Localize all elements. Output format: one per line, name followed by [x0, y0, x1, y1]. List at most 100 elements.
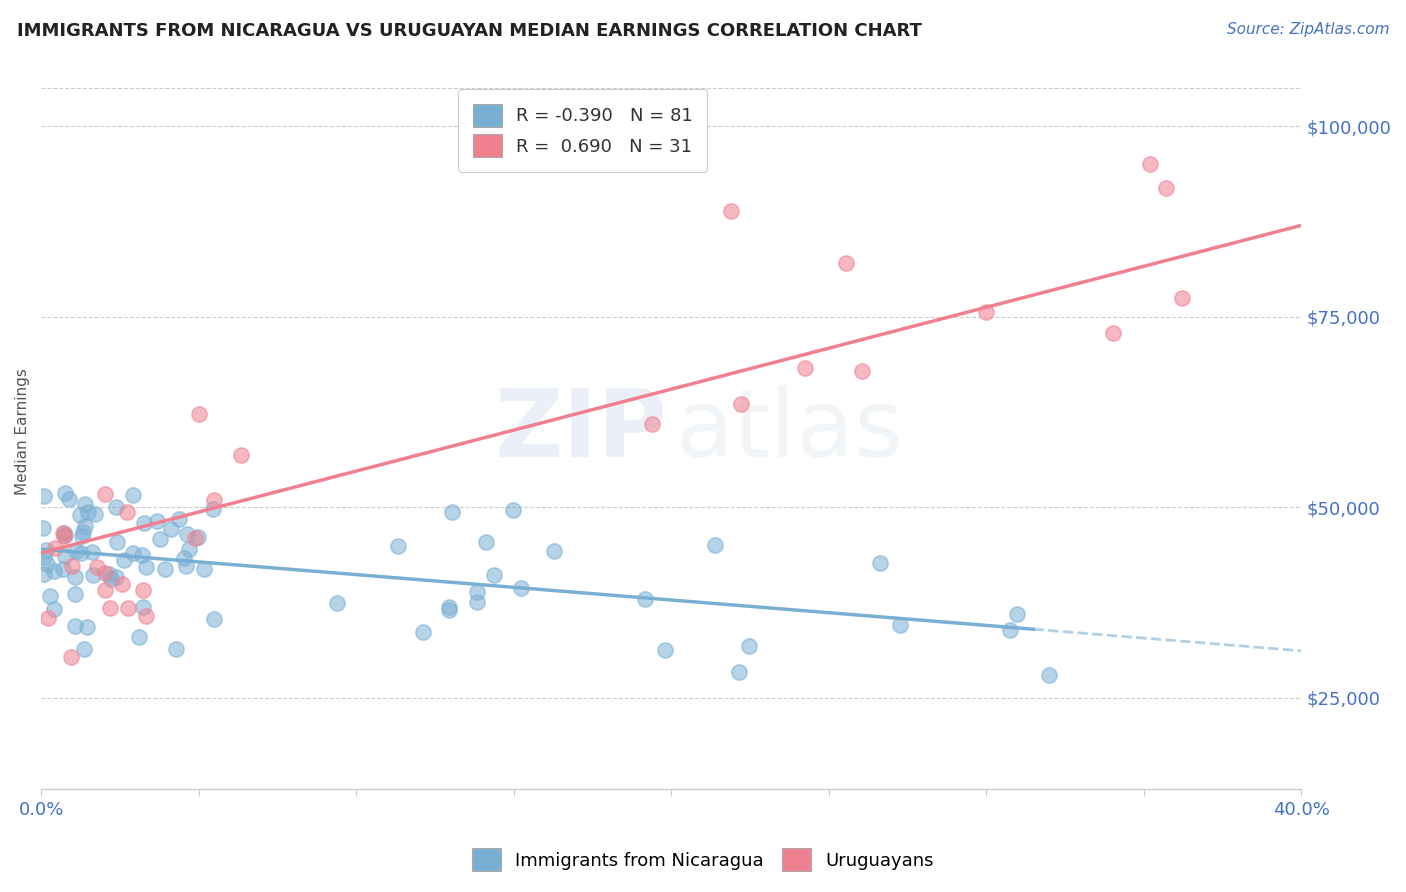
Point	[174, 559, 197, 574]
Point	[869, 556, 891, 570]
Point	[509, 581, 531, 595]
Point	[146, 514, 169, 528]
Point	[704, 538, 727, 552]
Point	[177, 542, 200, 557]
Point	[53, 485, 76, 500]
Point	[135, 608, 157, 623]
Point	[974, 304, 997, 318]
Point	[32, 567, 55, 582]
Point	[94, 486, 117, 500]
Point	[482, 567, 505, 582]
Point	[193, 562, 215, 576]
Point	[467, 595, 489, 609]
Text: IMMIGRANTS FROM NICARAGUA VS URUGUAYAN MEDIAN EARNINGS CORRELATION CHART: IMMIGRANTS FROM NICARAGUA VS URUGUAYAN M…	[17, 22, 922, 40]
Point	[437, 600, 460, 615]
Point	[75, 519, 97, 533]
Y-axis label: Median Earnings: Median Earnings	[15, 368, 30, 494]
Point	[37, 611, 59, 625]
Point	[131, 599, 153, 614]
Point	[1154, 180, 1177, 194]
Point	[889, 617, 911, 632]
Point	[131, 548, 153, 562]
Point	[52, 525, 75, 540]
Point	[32, 550, 55, 565]
Point	[153, 562, 176, 576]
Text: ZIP: ZIP	[495, 385, 668, 477]
Point	[93, 582, 115, 597]
Point	[32, 489, 55, 503]
Point	[1101, 326, 1123, 341]
Point	[202, 502, 225, 516]
Point	[412, 625, 434, 640]
Legend: R = -0.390   N = 81, R =  0.690   N = 31: R = -0.390 N = 81, R = 0.690 N = 31	[458, 89, 707, 171]
Point	[32, 521, 55, 535]
Point	[65, 544, 87, 558]
Point	[62, 559, 84, 574]
Point	[70, 529, 93, 543]
Point	[42, 565, 65, 579]
Point	[53, 528, 76, 542]
Point	[184, 531, 207, 545]
Point	[98, 567, 121, 582]
Point	[441, 505, 464, 519]
Point	[70, 546, 93, 560]
Point	[105, 500, 128, 515]
Point	[105, 570, 128, 584]
Point	[35, 543, 58, 558]
Point	[641, 417, 664, 432]
Point	[543, 544, 565, 558]
Point	[851, 364, 873, 378]
Point	[132, 516, 155, 531]
Point	[65, 619, 87, 633]
Point	[654, 642, 676, 657]
Text: Source: ZipAtlas.com: Source: ZipAtlas.com	[1226, 22, 1389, 37]
Point	[475, 535, 498, 549]
Point	[60, 649, 83, 664]
Point	[1000, 624, 1022, 638]
Point	[730, 397, 752, 411]
Point	[149, 532, 172, 546]
Point	[387, 539, 409, 553]
Point	[53, 525, 76, 540]
Point	[720, 204, 742, 219]
Point	[39, 589, 62, 603]
Point	[159, 522, 181, 536]
Point	[1139, 157, 1161, 171]
Point	[202, 612, 225, 626]
Point	[229, 448, 252, 462]
Point	[52, 562, 75, 576]
Legend: Immigrants from Nicaragua, Uruguayans: Immigrants from Nicaragua, Uruguayans	[465, 841, 941, 879]
Point	[63, 569, 86, 583]
Point	[465, 584, 488, 599]
Point	[439, 602, 461, 616]
Point	[111, 576, 134, 591]
Point	[202, 493, 225, 508]
Point	[176, 527, 198, 541]
Point	[112, 552, 135, 566]
Point	[76, 505, 98, 519]
Point	[502, 503, 524, 517]
Point	[35, 558, 58, 572]
Point	[76, 620, 98, 634]
Point	[132, 583, 155, 598]
Point	[188, 407, 211, 421]
Point	[117, 600, 139, 615]
Point	[73, 642, 96, 657]
Point	[738, 639, 761, 653]
Point	[83, 508, 105, 522]
Point	[44, 541, 66, 556]
Point	[1038, 668, 1060, 682]
Point	[326, 596, 349, 610]
Point	[100, 572, 122, 586]
Point	[82, 544, 104, 558]
Point	[121, 545, 143, 559]
Point	[98, 600, 121, 615]
Point	[135, 560, 157, 574]
Point	[82, 568, 104, 582]
Point	[187, 529, 209, 543]
Point	[835, 256, 858, 270]
Point	[165, 642, 187, 657]
Point	[794, 360, 817, 375]
Point	[63, 587, 86, 601]
Point	[1171, 291, 1194, 305]
